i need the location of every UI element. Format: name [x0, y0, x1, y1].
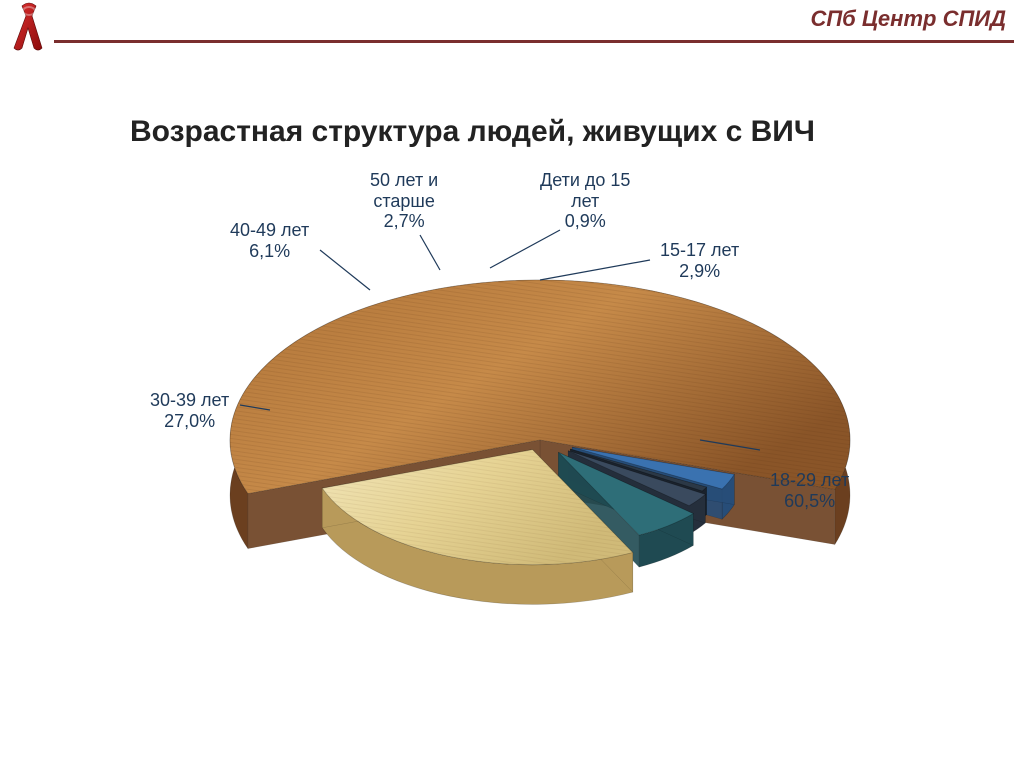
slice-label-30_39: 30-39 лет 27,0%: [150, 390, 229, 431]
org-title: СПб Центр СПИД: [810, 6, 1006, 32]
leader-40_49: [320, 250, 370, 290]
leader-15_17: [540, 260, 650, 280]
pie-chart: 18-29 лет 60,5% 30-39 лет 27,0% 40-49 лет …: [0, 150, 1024, 750]
slice-label-18_29: 18-29 лет 60,5%: [770, 470, 849, 511]
leader-50_plus: [420, 235, 440, 270]
chart-title: Возрастная структура людей, живущих с ВИ…: [130, 115, 815, 149]
header: СПб Центр СПИД: [0, 0, 1024, 54]
slice-label-40_49: 40-49 лет 6,1%: [230, 220, 309, 261]
leader-under_15: [490, 230, 560, 268]
aids-ribbon-icon: [8, 2, 50, 54]
slice-label-50_plus: 50 лет и старше 2,7%: [370, 170, 438, 232]
header-rule: [54, 40, 1014, 43]
slice-label-under_15: Дети до 15 лет 0,9%: [540, 170, 630, 232]
slice-label-15_17: 15-17 лет 2,9%: [660, 240, 739, 281]
